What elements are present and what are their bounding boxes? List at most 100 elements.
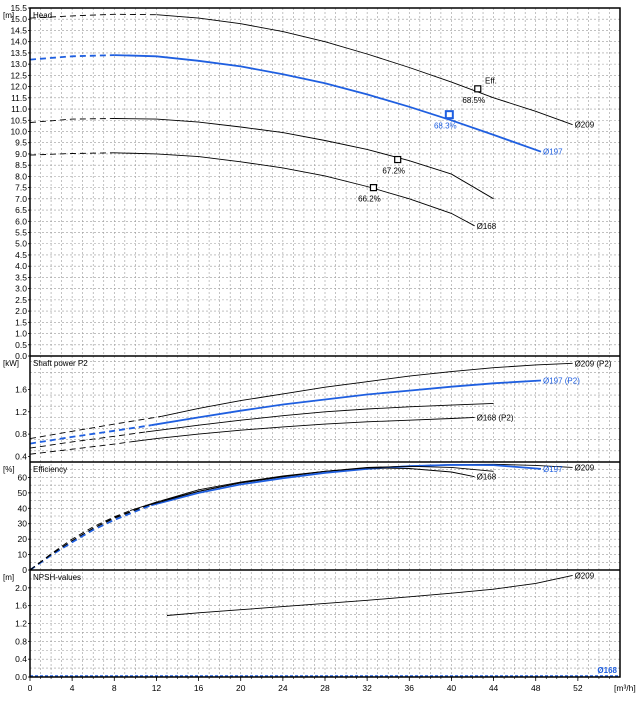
y-tick-label-head: 2.5 [15, 295, 27, 305]
y-tick-label-head: 11.5 [11, 93, 27, 103]
efficiency-marker-label: 68.5% [462, 96, 485, 105]
panel-title-power: Shaft power P2 [33, 359, 88, 368]
curve-dashed-power--197-p2- [29, 424, 152, 445]
y-unit-power: [kW] [3, 359, 19, 368]
y-tick-label-head: 15.0 [10, 14, 27, 24]
y-unit-head: [m] [3, 11, 14, 20]
y-tick-label-head: 14.0 [10, 37, 27, 47]
y-tick-label-npsh: 2.0 [15, 583, 27, 593]
frame-layer [28, 7, 621, 681]
y-tick-label-head: 10.5 [10, 115, 27, 125]
efficiency-marker-label: 68.3% [434, 122, 457, 131]
y-tick-label-npsh: 1.6 [15, 601, 27, 611]
curve-dashed-head--209 [29, 13, 157, 19]
efficiency-marker-label: 66.2% [358, 195, 381, 204]
curve-power--209-p2- [161, 362, 573, 417]
curve-power--168-p2- [130, 416, 475, 443]
x-tick-label: 4 [70, 683, 75, 693]
curve-head--168 [114, 152, 475, 227]
y-tick-label-head: 9.0 [15, 149, 27, 159]
y-tick-label-head: 4.5 [15, 250, 27, 260]
y-tick-label-efficiency: 40 [18, 503, 28, 513]
curve-head--209 [156, 14, 573, 126]
efficiency-marker-label: 67.2% [382, 167, 405, 176]
y-tick-label-head: 8.5 [15, 160, 27, 170]
y-unit-efficiency: [%] [3, 465, 15, 474]
y-tick-label-head: 1.0 [15, 329, 27, 339]
y-tick-label-head: 7.0 [15, 194, 27, 204]
curve-dashed-efficiency-unnamed [29, 505, 147, 571]
y-tick-label-head: 3.5 [15, 272, 27, 282]
y-tick-label-power: 0.8 [15, 429, 27, 439]
series-label-power: Ø209 (P2) [575, 359, 612, 368]
curve-dashed-head--197 [29, 54, 115, 61]
series-label-efficiency: Ø209 [575, 463, 595, 472]
x-tick-label: 24 [278, 683, 288, 693]
series-label-efficiency: Ø197 [543, 465, 563, 474]
y-tick-label-efficiency: 30 [18, 519, 28, 529]
y-tick-label-head: 12.5 [10, 70, 27, 80]
y-tick-label-npsh: 1.2 [15, 619, 27, 629]
panel-title-efficiency: Efficiency [33, 465, 67, 474]
y-tick-label-head: 12.0 [10, 82, 27, 92]
y-tick-label-head: 6.5 [15, 205, 27, 215]
y-tick-label-head: 15.5 [10, 3, 27, 13]
curve-dashed-head--168 [29, 152, 115, 156]
y-tick-label-head: 4.0 [15, 261, 27, 271]
y-tick-label-head: 9.5 [15, 138, 27, 148]
curve-dashed-efficiency--197 [29, 504, 152, 571]
curve-head--197 [114, 54, 542, 153]
grid-layer [30, 8, 620, 677]
series-label-power: Ø168 (P2) [477, 413, 514, 422]
y-tick-label-head: 7.5 [15, 183, 27, 193]
footer-series-label: Ø168 [597, 666, 617, 675]
y-tick-label-efficiency: 20 [18, 534, 28, 544]
x-tick-label: 20 [236, 683, 246, 693]
y-tick-label-efficiency: 50 [18, 488, 28, 498]
y-unit-npsh: [m] [3, 573, 14, 582]
y-tick-label-head: 5.5 [15, 228, 27, 238]
y-tick-label-npsh: 0.8 [15, 636, 27, 646]
y-tick-label-power: 1.2 [15, 407, 27, 417]
y-tick-label-head: 0.5 [15, 340, 27, 350]
x-tick-label: 52 [573, 683, 583, 693]
curves-layer [29, 13, 620, 677]
x-tick-label: 12 [152, 683, 162, 693]
series-label-head: Ø209 [575, 121, 595, 130]
x-tick-label: 40 [447, 683, 457, 693]
y-tick-label-head: 14.5 [10, 25, 27, 35]
series-label-npsh: Ø209 [575, 571, 595, 580]
x-tick-label: 32 [362, 683, 372, 693]
y-tick-label-npsh: 0.4 [15, 654, 27, 664]
y-tick-label-head: 11.0 [11, 104, 27, 114]
y-tick-label-power: 0.4 [15, 451, 27, 461]
efficiency-marker [369, 184, 378, 192]
curve-dashed-head-unnamed [29, 118, 115, 123]
curve-power--197-p2- [151, 379, 542, 427]
y-tick-label-power: 1.6 [15, 384, 27, 394]
x-tick-label: 36 [405, 683, 415, 693]
y-tick-label-head: 8.0 [15, 171, 27, 181]
panel-title-head: Head [33, 11, 52, 20]
x-tick-label: 8 [112, 683, 117, 693]
y-tick-label-efficiency: 0 [22, 565, 27, 575]
x-tick-label: 44 [489, 683, 499, 693]
x-axis-unit: [m³/h] [614, 683, 636, 693]
panel-title-npsh: NPSH-values [33, 573, 81, 582]
curve-efficiency--197 [150, 463, 542, 507]
curve-dashed-efficiency--168 [29, 510, 131, 571]
efficiency-marker [444, 110, 454, 120]
x-tick-label: 16 [194, 683, 204, 693]
curve-npsh--209 [166, 574, 573, 616]
series-label-efficiency: Ø168 [477, 473, 497, 482]
y-tick-label-head: 0.0 [15, 351, 27, 361]
x-tick-label: 28 [320, 683, 330, 693]
y-tick-label-head: 5.0 [15, 239, 27, 249]
efficiency-marker [474, 85, 482, 93]
y-tick-label-head: 13.0 [10, 59, 27, 69]
series-label-head: Ø197 [543, 148, 563, 157]
curve-dashed-power-unnamed [29, 431, 146, 449]
y-tick-label-head: 3.0 [15, 284, 27, 294]
curve-power-unnamed [145, 402, 494, 433]
